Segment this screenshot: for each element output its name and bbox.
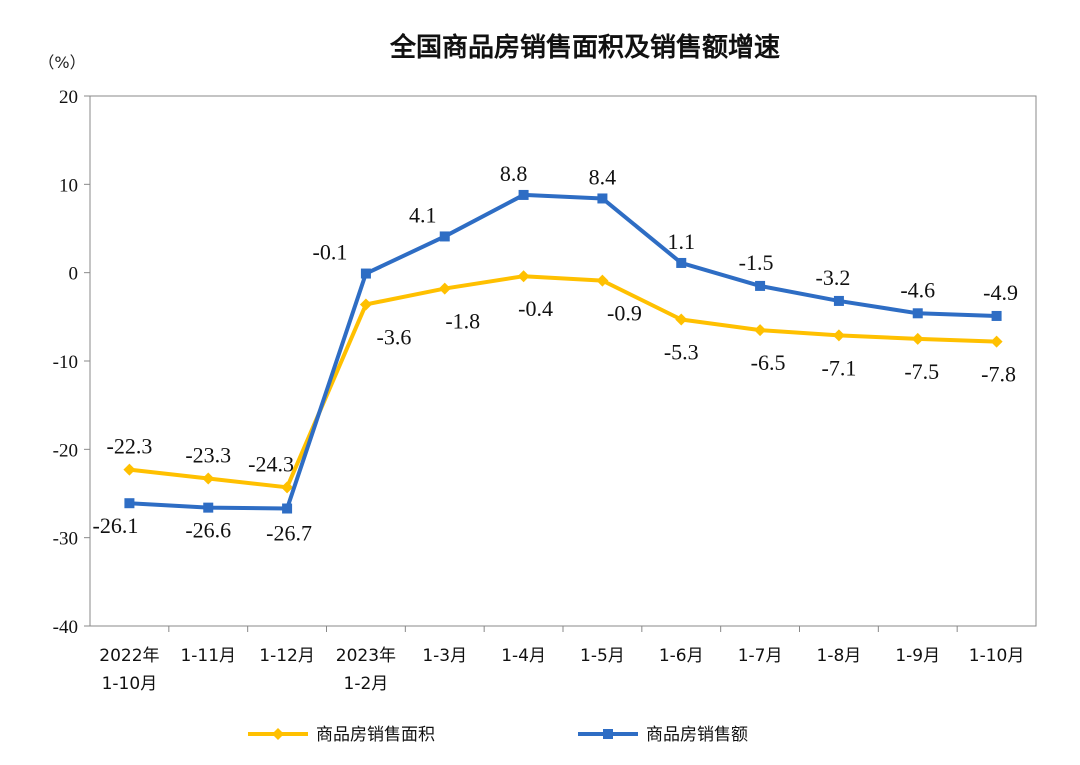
- chart-title: 全国商品房销售面积及销售额增速: [389, 32, 780, 63]
- sales-area-data-label: -7.8: [981, 362, 1016, 387]
- sales-amount-data-label: -26.6: [185, 518, 231, 543]
- sales-area-data-label: -22.3: [107, 434, 153, 459]
- sales-amount-point: [991, 310, 1002, 321]
- data-labels: -22.3 -23.3 -24.3 -3.6 -1.8 -0.4 -0.9 -5.3 -6.5 -…: [93, 161, 1018, 546]
- y-tick-label: -30: [53, 529, 78, 550]
- sales-amount-point: [203, 502, 214, 513]
- x-tick-label: 1-6月: [659, 646, 704, 666]
- legend-label: 商品房销售面积: [316, 725, 435, 745]
- y-tick-label: 10: [59, 175, 78, 196]
- sales-area-data-label: -1.8: [445, 309, 480, 334]
- x-tick-label: 2022年: [99, 646, 159, 666]
- y-tick-label: 0: [69, 264, 79, 285]
- y-tick-label: -20: [53, 440, 78, 461]
- plot-area-frame: [89, 95, 1037, 627]
- legend-label: 商品房销售额: [646, 725, 748, 745]
- legend-marker: [272, 728, 284, 740]
- x-tick-label: 1-4月: [501, 646, 546, 666]
- sales-amount-data-label: -26.1: [93, 513, 139, 538]
- sales-amount-point: [912, 308, 923, 319]
- sales-amount-point: [676, 257, 687, 268]
- sales-amount-point: [833, 295, 844, 306]
- sales-area-data-label: -7.1: [822, 355, 857, 380]
- sales-area-data-label: -6.5: [751, 350, 786, 375]
- x-tick-label: 1-3月: [422, 646, 467, 666]
- sales-area-point: [438, 282, 451, 295]
- sales-amount-data-label: 8.4: [589, 164, 617, 189]
- y-tick-label: -10: [53, 352, 78, 373]
- x-tick-label: 1-11月: [180, 646, 236, 666]
- x-tick-label: 1-10月: [969, 646, 1025, 666]
- sales-area-point: [281, 481, 294, 494]
- y-axis-unit: （%）: [38, 53, 85, 72]
- x-tick-label: 1-8月: [817, 646, 862, 666]
- legend-marker: [603, 729, 613, 739]
- x-tick-label: 2023年: [336, 646, 396, 666]
- legend: 商品房销售面积 商品房销售额: [248, 725, 748, 745]
- sales-amount-data-label: -26.7: [266, 521, 312, 546]
- x-tick-label: 1-10月: [102, 674, 158, 694]
- sales-amount-data-label: -4.9: [983, 280, 1018, 305]
- sales-area-data-label: -0.9: [607, 301, 642, 326]
- sales-area-point: [517, 270, 530, 283]
- sales-amount-point: [124, 498, 135, 509]
- sales-area-data-label: -5.3: [664, 339, 699, 364]
- sales-area-point: [990, 335, 1003, 348]
- y-tick-label: -40: [53, 617, 78, 638]
- sales-amount-point: [439, 231, 450, 242]
- sales-area-data-label: -0.4: [518, 296, 553, 321]
- x-axis: 2022年 1-10月 1-11月 1-12月 2023年 1-2月 1-3月 1-4月 1-5…: [99, 626, 1024, 694]
- series-line-sales-amount: [129, 192, 997, 511]
- sales-area-data-label: -23.3: [185, 442, 231, 467]
- sales-amount-point: [360, 268, 371, 279]
- sales-amount-data-label: 8.8: [500, 161, 528, 186]
- sales-area-point: [359, 298, 372, 311]
- x-tick-label: 1-2月: [344, 674, 389, 694]
- x-tick-label: 1-5月: [580, 646, 625, 666]
- sales-amount-data-label: -0.1: [313, 240, 348, 265]
- sales-area-point: [123, 463, 136, 476]
- x-tick-label: 1-7月: [738, 646, 783, 666]
- y-axis: 20 10 0 -10 -20 -30 -40: [53, 87, 90, 638]
- sales-area-data-label: -24.3: [248, 451, 294, 476]
- sales-area-data-label: -7.5: [904, 359, 939, 384]
- sales-area-point: [596, 274, 609, 287]
- sales-amount-data-label: -1.5: [739, 250, 774, 275]
- sales-area-point: [754, 324, 767, 337]
- sales-area-point: [832, 329, 845, 342]
- sales-area-data-label: -3.6: [377, 324, 412, 349]
- sales-area-point: [675, 313, 688, 326]
- sales-amount-data-label: -3.2: [816, 265, 851, 290]
- sales-amount-point: [282, 503, 293, 514]
- sales-area-point: [202, 472, 215, 485]
- series-layer: [123, 189, 1003, 514]
- sales-amount-data-label: 4.1: [409, 202, 437, 227]
- sales-amount-point: [518, 189, 529, 200]
- sales-amount-point: [597, 193, 608, 204]
- sales-amount-point: [755, 280, 766, 291]
- x-tick-label: 1-9月: [895, 646, 940, 666]
- y-tick-label: 20: [59, 87, 78, 108]
- series-line-sales-area: [129, 274, 997, 490]
- x-tick-label: 1-12月: [259, 646, 315, 666]
- sales-amount-data-label: -4.6: [900, 277, 935, 302]
- sales-amount-data-label: 1.1: [668, 229, 696, 254]
- sales-area-point: [911, 332, 924, 345]
